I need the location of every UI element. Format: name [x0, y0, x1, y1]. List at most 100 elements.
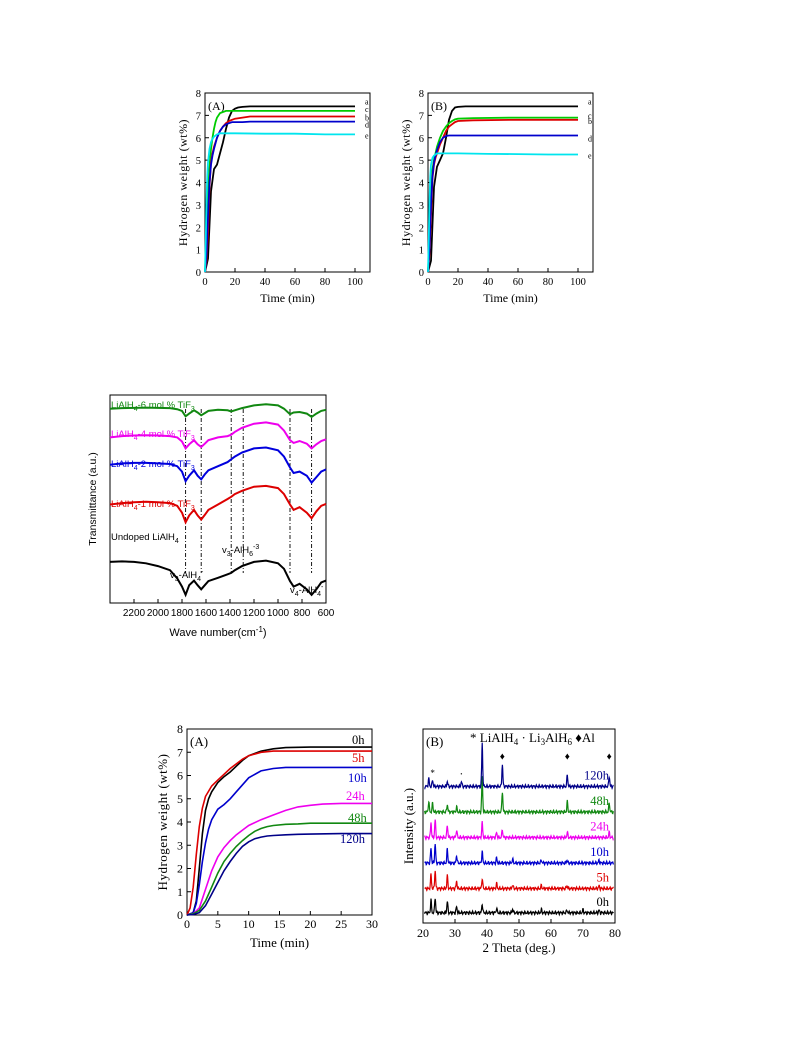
fig2-plot-frame — [109, 394, 327, 604]
fig1A-xtick-label: 40 — [260, 277, 271, 288]
fig3B-al-marker: ♦ — [500, 752, 505, 763]
fig1B-series-b — [427, 118, 578, 273]
fig2-band-annotation-a1: v3-AlH4- — [170, 569, 204, 583]
fig3A-series-120h — [186, 832, 372, 916]
fig3A-axes: 0 5 10 15 20 25 30 0 1 2 3 4 5 6 7 8 Time (min) Hydrogen … — [155, 722, 378, 950]
fig2-xlabel: Wave number(cm-1) — [169, 625, 266, 639]
fig1A-ytick-label: 5 — [196, 156, 201, 167]
fig1A-series-a — [204, 105, 355, 273]
fig1A-axes: 0 20 40 60 80 100 0 1 2 3 4 5 6 7 8 Time (min) Hydrogen … — [176, 89, 371, 305]
fig2-series-Undoped-LiAlH4 — [109, 559, 327, 598]
fig1A-ytick-label: 8 — [196, 89, 201, 100]
fig2-xtick-label: 1000 — [267, 608, 290, 619]
fig3B-xtick-label: 50 — [513, 926, 525, 940]
fig3A-series-24h — [186, 802, 372, 916]
fig3B-li3alh6-marker: · — [459, 767, 463, 781]
fig3B-xtick-label: 80 — [609, 926, 621, 940]
fig3B-label-24h: 24h — [590, 819, 610, 833]
fig1B-label-a: a — [588, 97, 592, 106]
fig2-series-group — [109, 403, 327, 598]
fig2-series-label: LiAlH4-4 mol % TiF3 — [111, 429, 195, 442]
fig1A-series-b — [204, 115, 355, 273]
fig3B-series-group — [424, 742, 614, 917]
fig1B-xtick-label: 100 — [570, 277, 586, 288]
fig1B-ytick-label: 7 — [419, 111, 424, 122]
fig3A-ytick-label: 0 — [177, 908, 183, 922]
fig3A-ytick-label: 7 — [177, 745, 183, 759]
fig1B-ylabel: Hydrogen weight (wt%) — [399, 119, 413, 246]
fig1A-xtick-label: 100 — [347, 277, 363, 288]
fig1B-series-a — [427, 105, 578, 273]
fig1B-ytick-label: 0 — [419, 268, 424, 279]
fig3A-series-5h — [186, 750, 372, 916]
fig2-ylabel: Transmittance (a.u.) — [87, 452, 99, 546]
fig1B-label-b: b — [588, 117, 592, 126]
fig3A-xtick-label: 25 — [335, 917, 347, 931]
fig1B-series-e — [427, 152, 578, 273]
fig1A-ytick-label: 2 — [196, 223, 201, 234]
fig2-series-LiAlH4-4-mol-%-TiF3 — [109, 421, 327, 451]
fig3B-xtick-label: 20 — [417, 926, 429, 940]
fig3B-xtick-label: 40 — [481, 926, 493, 940]
fig3A-xtick-label: 10 — [243, 917, 255, 931]
fig3B-xlabel: 2 Theta (deg.) — [482, 940, 555, 955]
fig3B-series-120h — [424, 742, 614, 790]
fig2-xtick-label: 2000 — [147, 608, 170, 619]
fig3B-series-5h — [424, 870, 614, 893]
fig1B-ytick-label: 4 — [419, 179, 425, 190]
fig1B-label-c: c — [588, 112, 592, 121]
fig3A-series-group — [186, 746, 372, 916]
fig1B-xtick-label: 0 — [425, 277, 430, 288]
fig3B-al-marker: ♦ — [607, 752, 612, 763]
fig3B-label-10h: 10h — [590, 845, 610, 859]
fig2-series-LiAlH4-6-mol-%-TiF3 — [109, 403, 327, 419]
fig3A-xlabel: Time (min) — [250, 935, 309, 950]
fig3A-ytick-label: 1 — [177, 885, 183, 899]
fig1A-label-a: a — [365, 97, 369, 106]
fig1A-xtick-label: 20 — [230, 277, 241, 288]
fig1A-ytick-label: 1 — [196, 246, 201, 257]
fig2-series-label: Undoped LiAlH4 — [111, 532, 179, 545]
fig3B-phase-legend: * LiAlH4 · Li3AlH6 ♦Al — [470, 730, 595, 747]
fig3B-al-marker: ♦ — [565, 752, 570, 763]
fig1A-xlabel: Time (min) — [260, 291, 315, 305]
fig3A-series-10h — [186, 766, 372, 916]
fig1B-xtick-label: 20 — [453, 277, 464, 288]
fig2-xtick-label: 800 — [294, 608, 311, 619]
fig1B-ytick-label: 3 — [419, 201, 424, 212]
fig3A-panel-label: (A) — [190, 734, 208, 749]
fig3A-label-120h: 120h — [340, 832, 366, 846]
fig1B-ytick-label: 2 — [419, 223, 424, 234]
fig1B-ytick-label: 8 — [419, 89, 424, 100]
fig3B-series-24h — [424, 819, 614, 842]
fig2-band-annotation-a2: v3-AlH6-3 — [222, 544, 259, 558]
fig1A-ytick-label: 7 — [196, 111, 201, 122]
fig3A-ylabel: Hydrogen weight (wt%) — [155, 754, 170, 891]
fig2-series-label: LiAlH4-2 mol % TiF3 — [111, 459, 195, 472]
fig2-series-label: LiAlH4-6 mol % TiF3 — [111, 400, 195, 413]
fig3B-series-10h — [424, 844, 614, 867]
fig1A-series-group — [204, 105, 355, 273]
fig3A-series-0h — [186, 746, 372, 916]
fig1A-series-e — [204, 132, 355, 273]
fig1A-panel-label: (A) — [208, 99, 225, 113]
fig3B-xtick-label: 70 — [577, 926, 589, 940]
fig1B-panel-label: (B) — [431, 99, 447, 113]
fig3A-xtick-label: 30 — [366, 917, 378, 931]
fig1A-xtick-label: 60 — [290, 277, 301, 288]
fig3B-series-48h — [424, 776, 614, 816]
fig1B-axes: 0 20 40 60 80 100 0 1 2 3 4 5 6 7 8 Time (min) Hydrogen … — [399, 89, 594, 305]
fig2-series-LiAlH4-2-mol-%-TiF3 — [109, 446, 327, 485]
fig3A-label-10h: 10h — [348, 771, 368, 785]
fig1B-ytick-label: 5 — [419, 156, 424, 167]
fig1B-xlabel: Time (min) — [483, 291, 538, 305]
fig3A-ytick-label: 3 — [177, 838, 183, 852]
fig1B-ytick-label: 1 — [419, 246, 424, 257]
fig1A-label-c: c — [365, 105, 369, 114]
fig3B-ylabel: Intensity (a.u.) — [401, 788, 416, 864]
fig3B-label-48h: 48h — [590, 794, 610, 808]
fig3A-label-24h: 24h — [346, 789, 366, 803]
fig3A-xtick-label: 15 — [274, 917, 286, 931]
fig3B-series-0h — [424, 898, 614, 917]
fig3B-lialh4-marker: * — [430, 768, 435, 778]
